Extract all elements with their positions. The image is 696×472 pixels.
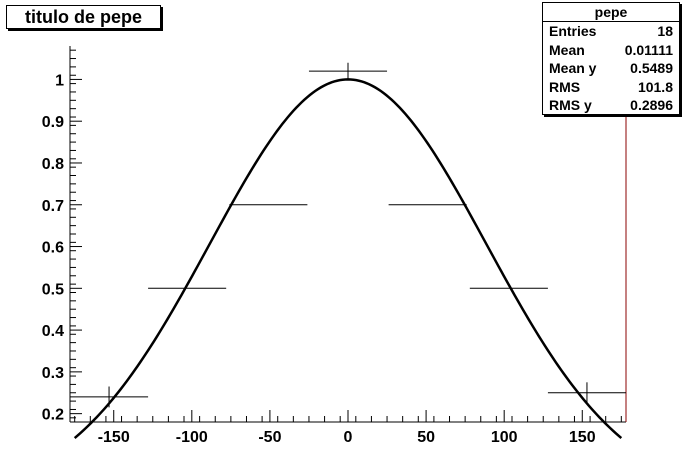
x-tick-label: -100 — [176, 429, 208, 446]
stats-row-rms: RMS 101.8 — [543, 78, 679, 97]
stats-value: 101.8 — [637, 78, 673, 95]
stats-label: Mean — [549, 41, 585, 58]
y-tick-label: 1 — [55, 72, 64, 89]
data-point — [70, 386, 149, 408]
stats-row-mean: Mean 0.01111 — [543, 41, 679, 60]
stats-row-entries: Entries 18 — [543, 22, 679, 41]
x-tick-label: -150 — [98, 429, 130, 446]
points-layer — [70, 62, 626, 408]
stats-label: Mean y — [549, 60, 597, 77]
data-point — [308, 62, 388, 80]
x-tick-label: 100 — [491, 429, 518, 446]
stats-name: pepe — [543, 3, 679, 22]
stats-label: RMS — [549, 78, 581, 95]
y-tick-label: 0.6 — [42, 240, 64, 257]
x-tick-label: -50 — [258, 429, 281, 446]
stats-box: pepe Entries 18 Mean 0.01111 Mean y 0.54… — [542, 2, 680, 115]
x-tick-label: 150 — [569, 429, 596, 446]
y-tick-label: 0.3 — [42, 365, 64, 382]
x-tick-label: 50 — [417, 429, 435, 446]
y-tick-label: 0.5 — [42, 281, 64, 298]
fit-curve — [73, 78, 623, 440]
x-tick-label: 0 — [344, 429, 353, 446]
stats-value: 0.01111 — [624, 41, 673, 58]
chart-title: titulo de pepe — [6, 5, 161, 29]
stats-row-rms-y: RMS y 0.2896 — [543, 96, 679, 115]
stats-row-mean-y: Mean y 0.5489 — [543, 59, 679, 78]
y-tick-label: 0.8 — [42, 156, 64, 173]
axis-layer: 0.2 0.3 0.4 0.5 0.6 0.7 0.8 0.9 1 -150 -100 -50 0 50 1… — [42, 49, 622, 446]
stats-value: 0.2896 — [630, 97, 673, 114]
stats-label: RMS y — [549, 97, 592, 114]
y-tick-label: 0.4 — [42, 323, 64, 340]
data-point — [547, 382, 626, 404]
stats-value: 0.5489 — [630, 60, 673, 77]
stats-label: Entries — [549, 23, 597, 39]
curve-layer — [73, 78, 623, 440]
y-tick-label: 0.7 — [42, 198, 64, 215]
y-tick-label: 0.9 — [42, 114, 64, 131]
stats-value: 18 — [657, 23, 673, 39]
y-tick-label: 0.2 — [42, 407, 64, 424]
